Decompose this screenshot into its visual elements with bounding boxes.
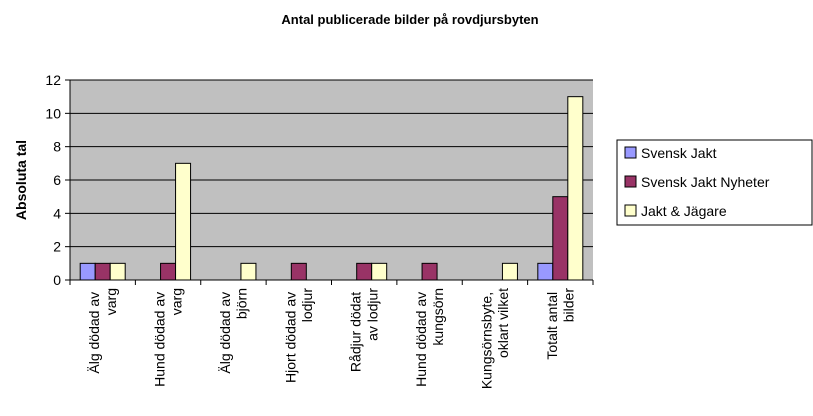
bar [537, 262, 554, 281]
x-tick-label: Hund dödad av varg [152, 288, 185, 387]
legend-label: Svensk Jakt [641, 145, 717, 161]
y-tick-label: 0 [53, 272, 61, 288]
y-tick-label: 12 [45, 72, 61, 88]
bar [356, 262, 373, 281]
bar [109, 262, 126, 281]
y-tick-label: 2 [53, 239, 61, 255]
y-axis-title: Absoluta tal [13, 140, 29, 220]
chart-title: Antal publicerade bilder på rovdjursbyte… [281, 12, 538, 27]
x-tick-label: Hund dödad av kungsörn [413, 288, 446, 387]
legend-swatch [624, 175, 637, 188]
bar [501, 262, 518, 281]
x-tick-label: Totalt antal bilder [544, 288, 577, 360]
x-tick-label: Kungsörnsbyte, oklart vilket [478, 288, 511, 389]
bar [552, 196, 569, 281]
legend-label: Svensk Jakt Nyheter [641, 174, 770, 190]
y-tick-label: 6 [53, 172, 61, 188]
y-tick-label: 4 [53, 205, 61, 221]
bar [175, 162, 192, 281]
bar [567, 96, 584, 281]
legend-label: Jakt & Jägare [641, 203, 727, 219]
legend-swatch [624, 146, 637, 159]
bar [160, 262, 177, 281]
bar [79, 262, 96, 281]
x-tick-label: Älg dödad av varg [86, 288, 119, 374]
bar [371, 262, 388, 281]
legend-box [616, 139, 813, 226]
bar [421, 262, 438, 281]
bar [290, 262, 307, 281]
x-tick-label: Rådjur dödat av lodjur [348, 288, 381, 372]
y-tick-label: 8 [53, 139, 61, 155]
y-tick-label: 10 [45, 105, 61, 121]
legend-swatch [624, 204, 637, 217]
bar [240, 262, 257, 281]
x-tick-label: Älg dödad av björn [217, 288, 250, 374]
bar [94, 262, 111, 281]
x-tick-label: Hjort dödad av lodjur [282, 288, 315, 383]
